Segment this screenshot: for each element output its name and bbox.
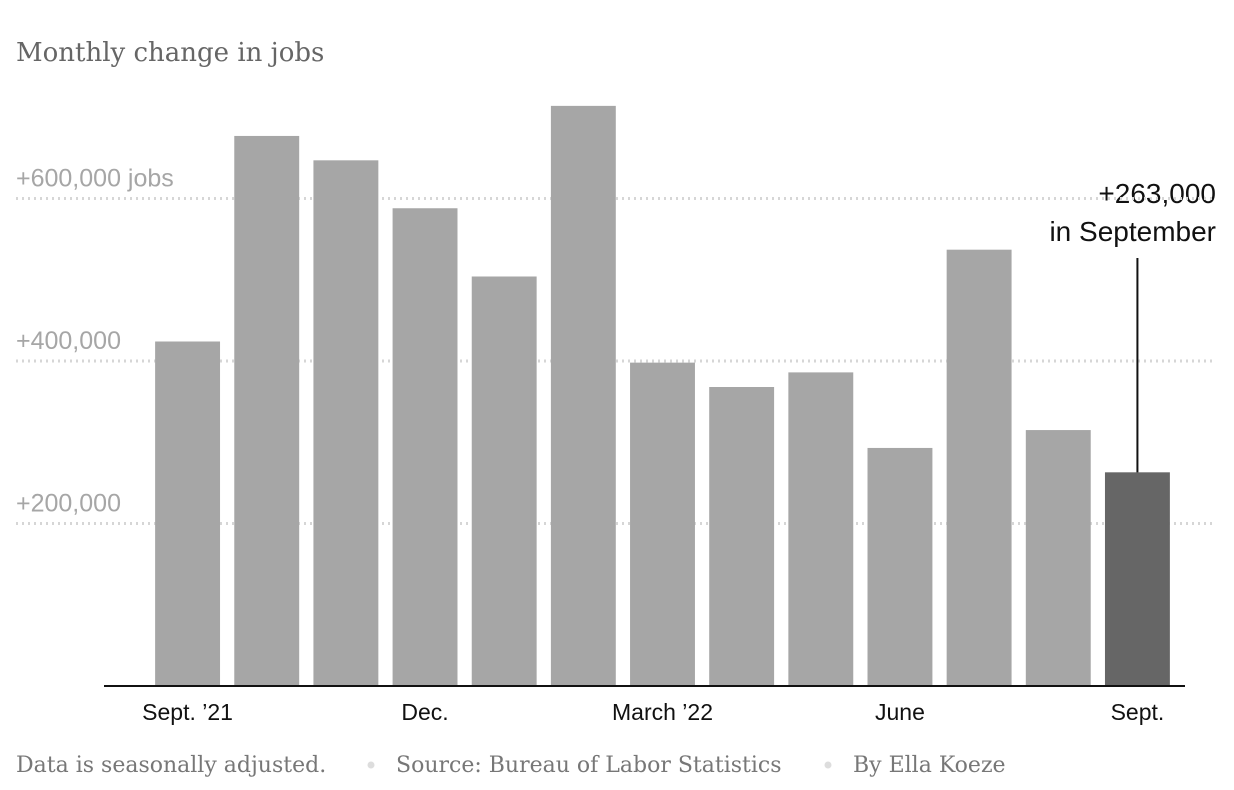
bar	[155, 341, 221, 686]
bar	[234, 135, 300, 686]
x-tick-label: June	[875, 699, 925, 725]
bar	[867, 447, 933, 686]
x-tick-label: Sept.	[1111, 699, 1165, 725]
y-tick-label: +200,000	[16, 490, 121, 518]
chart-title: Monthly change in jobs	[16, 38, 324, 68]
bar	[471, 276, 537, 686]
bar	[788, 372, 854, 686]
footnote: Data is seasonally adjusted.	[16, 753, 326, 778]
bar	[946, 249, 1012, 686]
separator	[367, 761, 375, 769]
bar	[709, 387, 775, 686]
source: Source: Bureau of Labor Statistics	[396, 753, 782, 778]
x-tick-label: Dec.	[401, 699, 448, 725]
bar	[1104, 472, 1170, 686]
annotation: +263,000	[1098, 178, 1216, 209]
x-tick-label: Sept. ’21	[142, 699, 233, 725]
bar	[392, 208, 458, 686]
bar	[313, 160, 379, 686]
separator	[824, 761, 832, 769]
bar	[630, 362, 695, 686]
y-tick-label: +600,000 jobs	[16, 165, 174, 193]
byline: By Ella Koeze	[853, 753, 1006, 778]
bar	[550, 105, 616, 686]
y-tick-label: +400,000	[16, 327, 121, 355]
annotation: in September	[1049, 216, 1216, 247]
bar	[1025, 430, 1091, 686]
x-tick-label: March ’22	[612, 699, 713, 725]
